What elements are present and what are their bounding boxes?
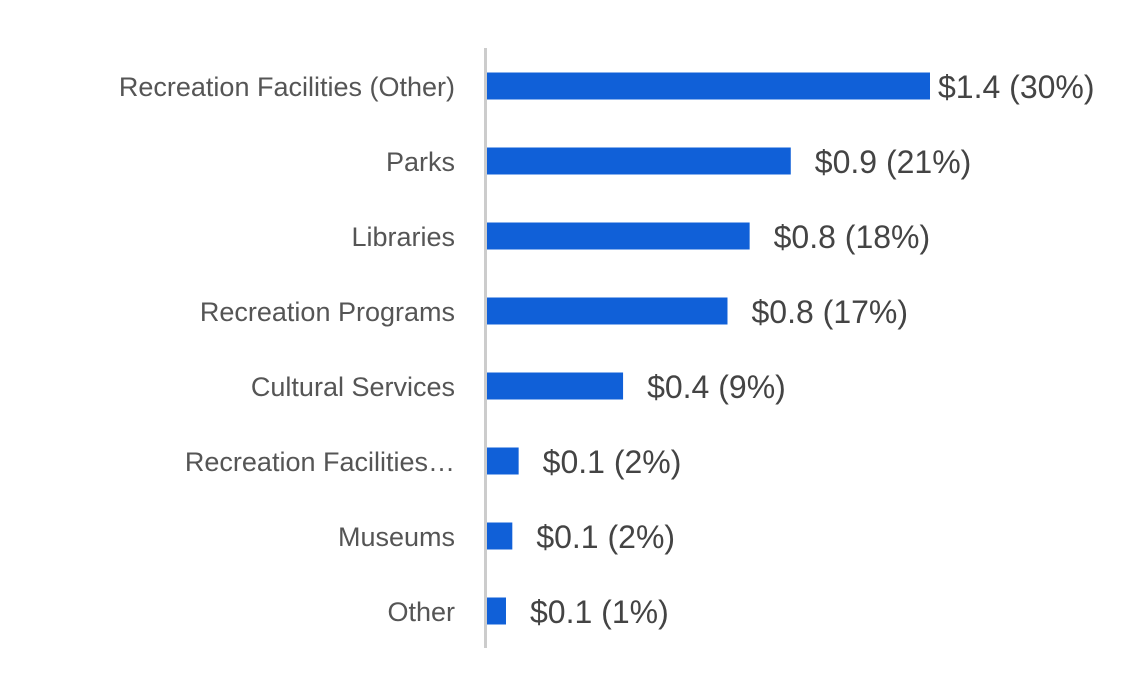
bar <box>487 297 728 325</box>
data-label: $0.8 (17%) <box>751 294 908 330</box>
category-label: Recreation Programs <box>200 297 455 327</box>
y-axis-line <box>484 48 487 648</box>
bar <box>487 222 750 250</box>
category-label: Museums <box>338 522 455 552</box>
data-label: $0.1 (2%) <box>536 519 675 555</box>
bar <box>487 522 513 550</box>
data-label: $0.4 (9%) <box>647 369 786 405</box>
category-label: Cultural Services <box>251 372 455 402</box>
category-label: Libraries <box>351 222 455 252</box>
data-label: $0.9 (21%) <box>815 144 972 180</box>
data-label: $0.1 (2%) <box>543 444 682 480</box>
bar <box>487 147 791 175</box>
data-label: $0.1 (1%) <box>530 594 669 630</box>
data-label: $1.4 (30%) <box>938 69 1095 105</box>
bar <box>487 72 930 100</box>
category-label: Recreation Facilities (Other) <box>119 72 455 102</box>
bar <box>487 372 624 400</box>
category-label: Parks <box>386 147 455 177</box>
bar <box>487 447 519 475</box>
category-label: Other <box>387 597 455 627</box>
bar <box>487 597 506 625</box>
category-label: Recreation Facilities… <box>185 447 455 477</box>
data-label: $0.8 (18%) <box>774 219 931 255</box>
